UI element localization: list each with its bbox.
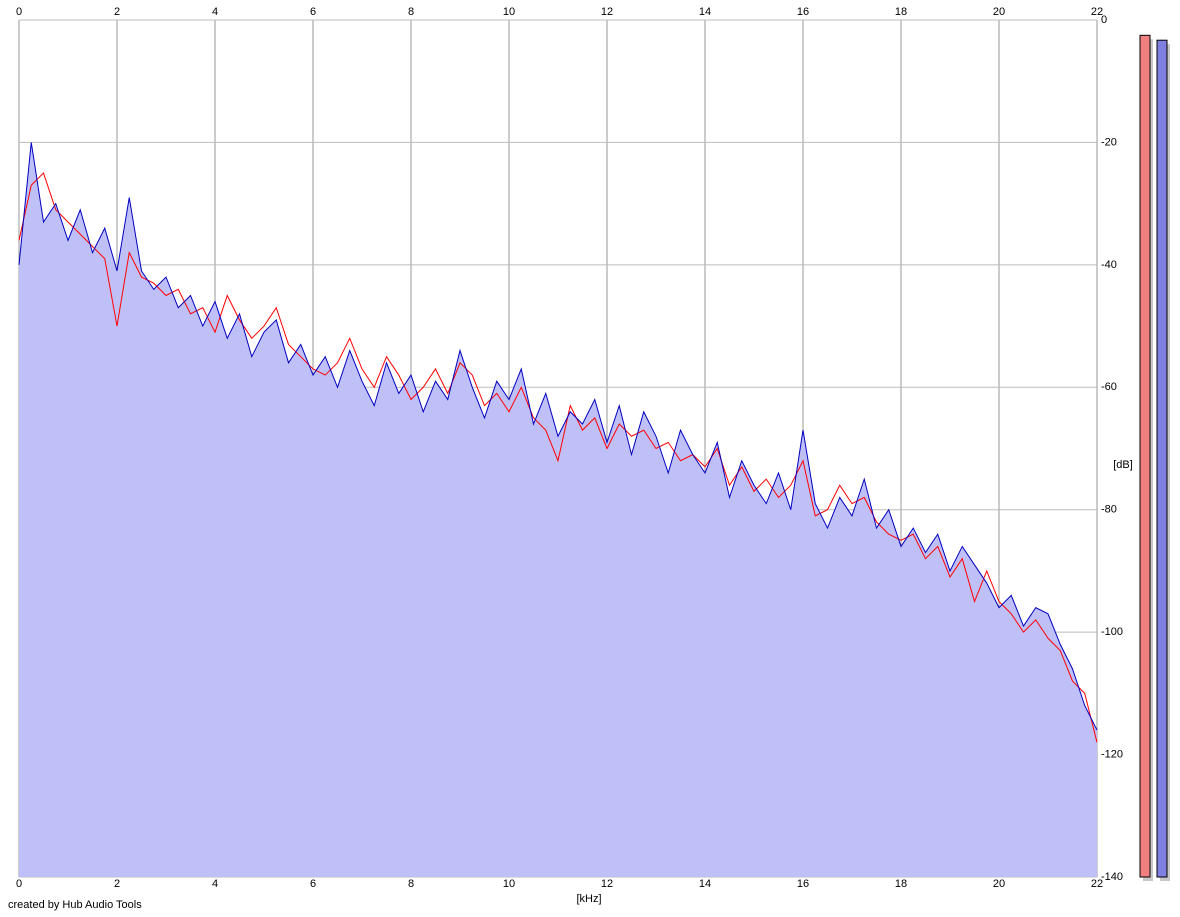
x-tick-label: 18 [895, 6, 907, 18]
y-tick-label: -40 [1101, 259, 1117, 271]
x-tick-label: 20 [993, 6, 1005, 18]
x-tick-label: 4 [212, 6, 218, 18]
level-meter [1139, 34, 1151, 878]
x-tick-label: 8 [408, 878, 414, 890]
x-tick-label: 22 [1091, 878, 1103, 890]
x-tick-label: 6 [310, 878, 316, 890]
level-meter [1156, 39, 1168, 878]
y-tick-label: 0 [1101, 14, 1107, 26]
x-tick-label: 2 [114, 878, 120, 890]
footer: created by Hub Audio Tools [8, 899, 142, 911]
x-tick-label: 0 [16, 878, 22, 890]
x-tick-label: 2 [114, 6, 120, 18]
x-tick-label: 16 [797, 6, 809, 18]
y-tick-label: -80 [1101, 504, 1117, 516]
x-tick-label: 20 [993, 878, 1005, 890]
x-axis-label: [kHz] [576, 893, 601, 905]
y-tick-label: -100 [1101, 626, 1123, 638]
x-tick-label: 10 [503, 6, 515, 18]
y-axis-label: [dB] [1113, 459, 1133, 471]
y-tick-label: -140 [1101, 871, 1123, 883]
x-tick-label: 10 [503, 878, 515, 890]
x-tick-label: 6 [310, 6, 316, 18]
x-tick-label: 12 [601, 6, 613, 18]
y-tick-label: -20 [1101, 136, 1117, 148]
x-tick-label: 0 [16, 6, 22, 18]
x-tick-label: 8 [408, 6, 414, 18]
x-tick-label: 4 [212, 878, 218, 890]
x-tick-label: 12 [601, 878, 613, 890]
x-tick-label: 14 [699, 6, 711, 18]
y-tick-label: -60 [1101, 381, 1117, 393]
x-tick-label: 18 [895, 878, 907, 890]
y-tick-label: -120 [1101, 748, 1123, 760]
x-tick-label: 16 [797, 878, 809, 890]
spectrum-area [19, 142, 1097, 877]
spectrum-line [18, 172, 1098, 743]
x-tick-label: 22 [1091, 6, 1103, 18]
spectrum-line [18, 142, 1098, 731]
x-tick-label: 14 [699, 878, 711, 890]
